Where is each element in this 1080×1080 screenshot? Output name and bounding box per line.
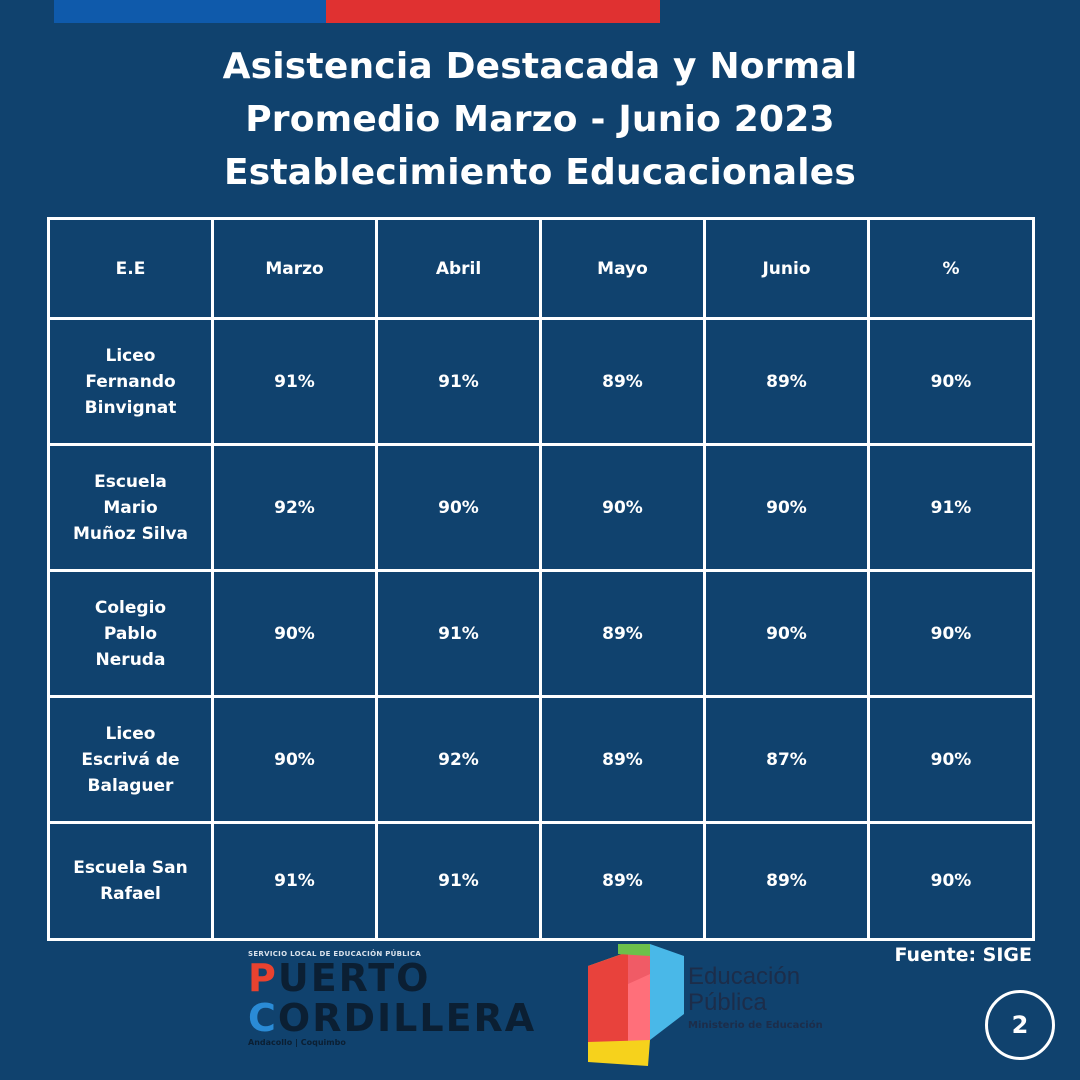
value-cell-marzo: 92% (211, 443, 378, 572)
header-mayo: Mayo (539, 217, 706, 320)
header-marzo: Marzo (211, 217, 378, 320)
value-cell-marzo: 90% (211, 569, 378, 698)
school-name-line: Binvignat (84, 397, 177, 418)
cordillera-rest: ORDILLERA (277, 996, 537, 1040)
value-cell-mayo: 89% (539, 569, 706, 698)
header-abril: Abril (375, 217, 542, 320)
school-name-cell: Liceo Escrivá de Balaguer (47, 695, 214, 824)
logo-accent-letter: C (248, 996, 278, 1040)
school-name-line: Colegio (94, 597, 167, 618)
title-line-2: Promedio Marzo - Junio 2023 (245, 99, 835, 140)
value-cell-mayo: 90% (539, 443, 706, 572)
educacion-publica-wordmark: Educación Pública Ministerio de Educació… (688, 963, 823, 1032)
value-cell-marzo: 90% (211, 695, 378, 824)
school-name-cell: Colegio Pablo Neruda (47, 569, 214, 698)
school-name-line: Neruda (95, 649, 166, 670)
value-cell-percent: 91% (867, 443, 1035, 572)
value-cell-abril: 91% (375, 569, 542, 698)
value-cell-mayo: 89% (539, 821, 706, 941)
value-cell-marzo: 91% (211, 821, 378, 941)
school-name-line: Escuela San (73, 858, 188, 878)
value-cell-mayo: 89% (539, 317, 706, 446)
value-cell-abril: 91% (375, 317, 542, 446)
value-cell-junio: 87% (703, 695, 870, 824)
value-cell-abril: 90% (375, 443, 542, 572)
puerto-cordillera-line-2: CORDILLERA (248, 998, 538, 1038)
value-cell-mayo: 89% (539, 695, 706, 824)
value-cell-junio: 90% (703, 443, 870, 572)
flag-blue-stripe (54, 0, 326, 23)
table-header-row: E.E Marzo Abril Mayo Junio % (47, 217, 1035, 320)
puerto-cordillera-bottom-text: Andacollo | Coquimbo (248, 1038, 346, 1047)
school-name-line: Escuela (94, 471, 167, 492)
value-cell-marzo: 91% (211, 317, 378, 446)
ministerio-text: Ministerio de Educación (688, 1020, 823, 1031)
header-junio: Junio (703, 217, 870, 320)
page-number-badge: 2 (985, 990, 1055, 1060)
school-name-line: Rafael (100, 884, 161, 904)
educacion-publica-logo: Educación Pública Ministerio de Educació… (588, 944, 848, 1069)
puerto-cordillera-logo: SERVICIO LOCAL DE EDUCACIÓN PÚBLICA PUER… (248, 950, 538, 1060)
table-row: Liceo Fernando Binvignat 91% 91% 89% 89%… (47, 317, 1035, 446)
value-cell-junio: 89% (703, 317, 870, 446)
value-cell-junio: 89% (703, 821, 870, 941)
puerto-word: UERTO (277, 956, 431, 1000)
value-cell-percent: 90% (867, 821, 1035, 941)
value-cell-percent: 90% (867, 569, 1035, 698)
school-name-cell: Escuela San Rafael (47, 821, 214, 941)
school-name-line: Mario (103, 497, 158, 518)
school-name-line: Liceo (105, 723, 156, 744)
value-cell-abril: 91% (375, 821, 542, 941)
value-cell-abril: 92% (375, 695, 542, 824)
table-row: Liceo Escrivá de Balaguer 90% 92% 89% 87… (47, 695, 1035, 824)
school-name-cell: Liceo Fernando Binvignat (47, 317, 214, 446)
attendance-table: E.E Marzo Abril Mayo Junio % Liceo Ferna… (47, 217, 1035, 941)
school-name-line: Balaguer (87, 775, 174, 796)
table-row: Colegio Pablo Neruda 90% 91% 89% 90% 90% (47, 569, 1035, 698)
table-row: Escuela Mario Muñoz Silva 92% 90% 90% 90… (47, 443, 1035, 572)
school-name-line: Muñoz Silva (72, 523, 189, 544)
flag-red-stripe (326, 0, 660, 23)
school-name-line: Liceo (105, 345, 156, 366)
publica-word: Pública (688, 989, 767, 1016)
puerto-cordillera-top-text: SERVICIO LOCAL DE EDUCACIÓN PÚBLICA (248, 950, 422, 958)
source-note: Fuente: SIGE (894, 944, 1032, 966)
school-name-line: Fernando (85, 371, 176, 392)
page-title: Asistencia Destacada y Normal Promedio M… (0, 40, 1080, 199)
logo-accent-letter: P (248, 956, 278, 1000)
puerto-cordillera-line-1: PUERTO (248, 958, 538, 998)
school-name-line: Escrivá de (81, 749, 180, 770)
school-name-line: Pablo (103, 623, 158, 644)
value-cell-junio: 90% (703, 569, 870, 698)
educacion-publica-emblem-icon (588, 944, 684, 1066)
title-line-1: Asistencia Destacada y Normal (222, 46, 858, 87)
table-row: Escuela San Rafael 91% 91% 89% 89% 90% (47, 821, 1035, 941)
school-name-cell: Escuela Mario Muñoz Silva (47, 443, 214, 572)
header-percent: % (867, 217, 1035, 320)
value-cell-percent: 90% (867, 317, 1035, 446)
header-ee: E.E (47, 217, 214, 320)
flag-stripe (54, 0, 660, 23)
value-cell-percent: 90% (867, 695, 1035, 824)
educacion-word: Educación (688, 963, 801, 990)
title-line-3: Establecimiento Educacionales (223, 152, 857, 193)
